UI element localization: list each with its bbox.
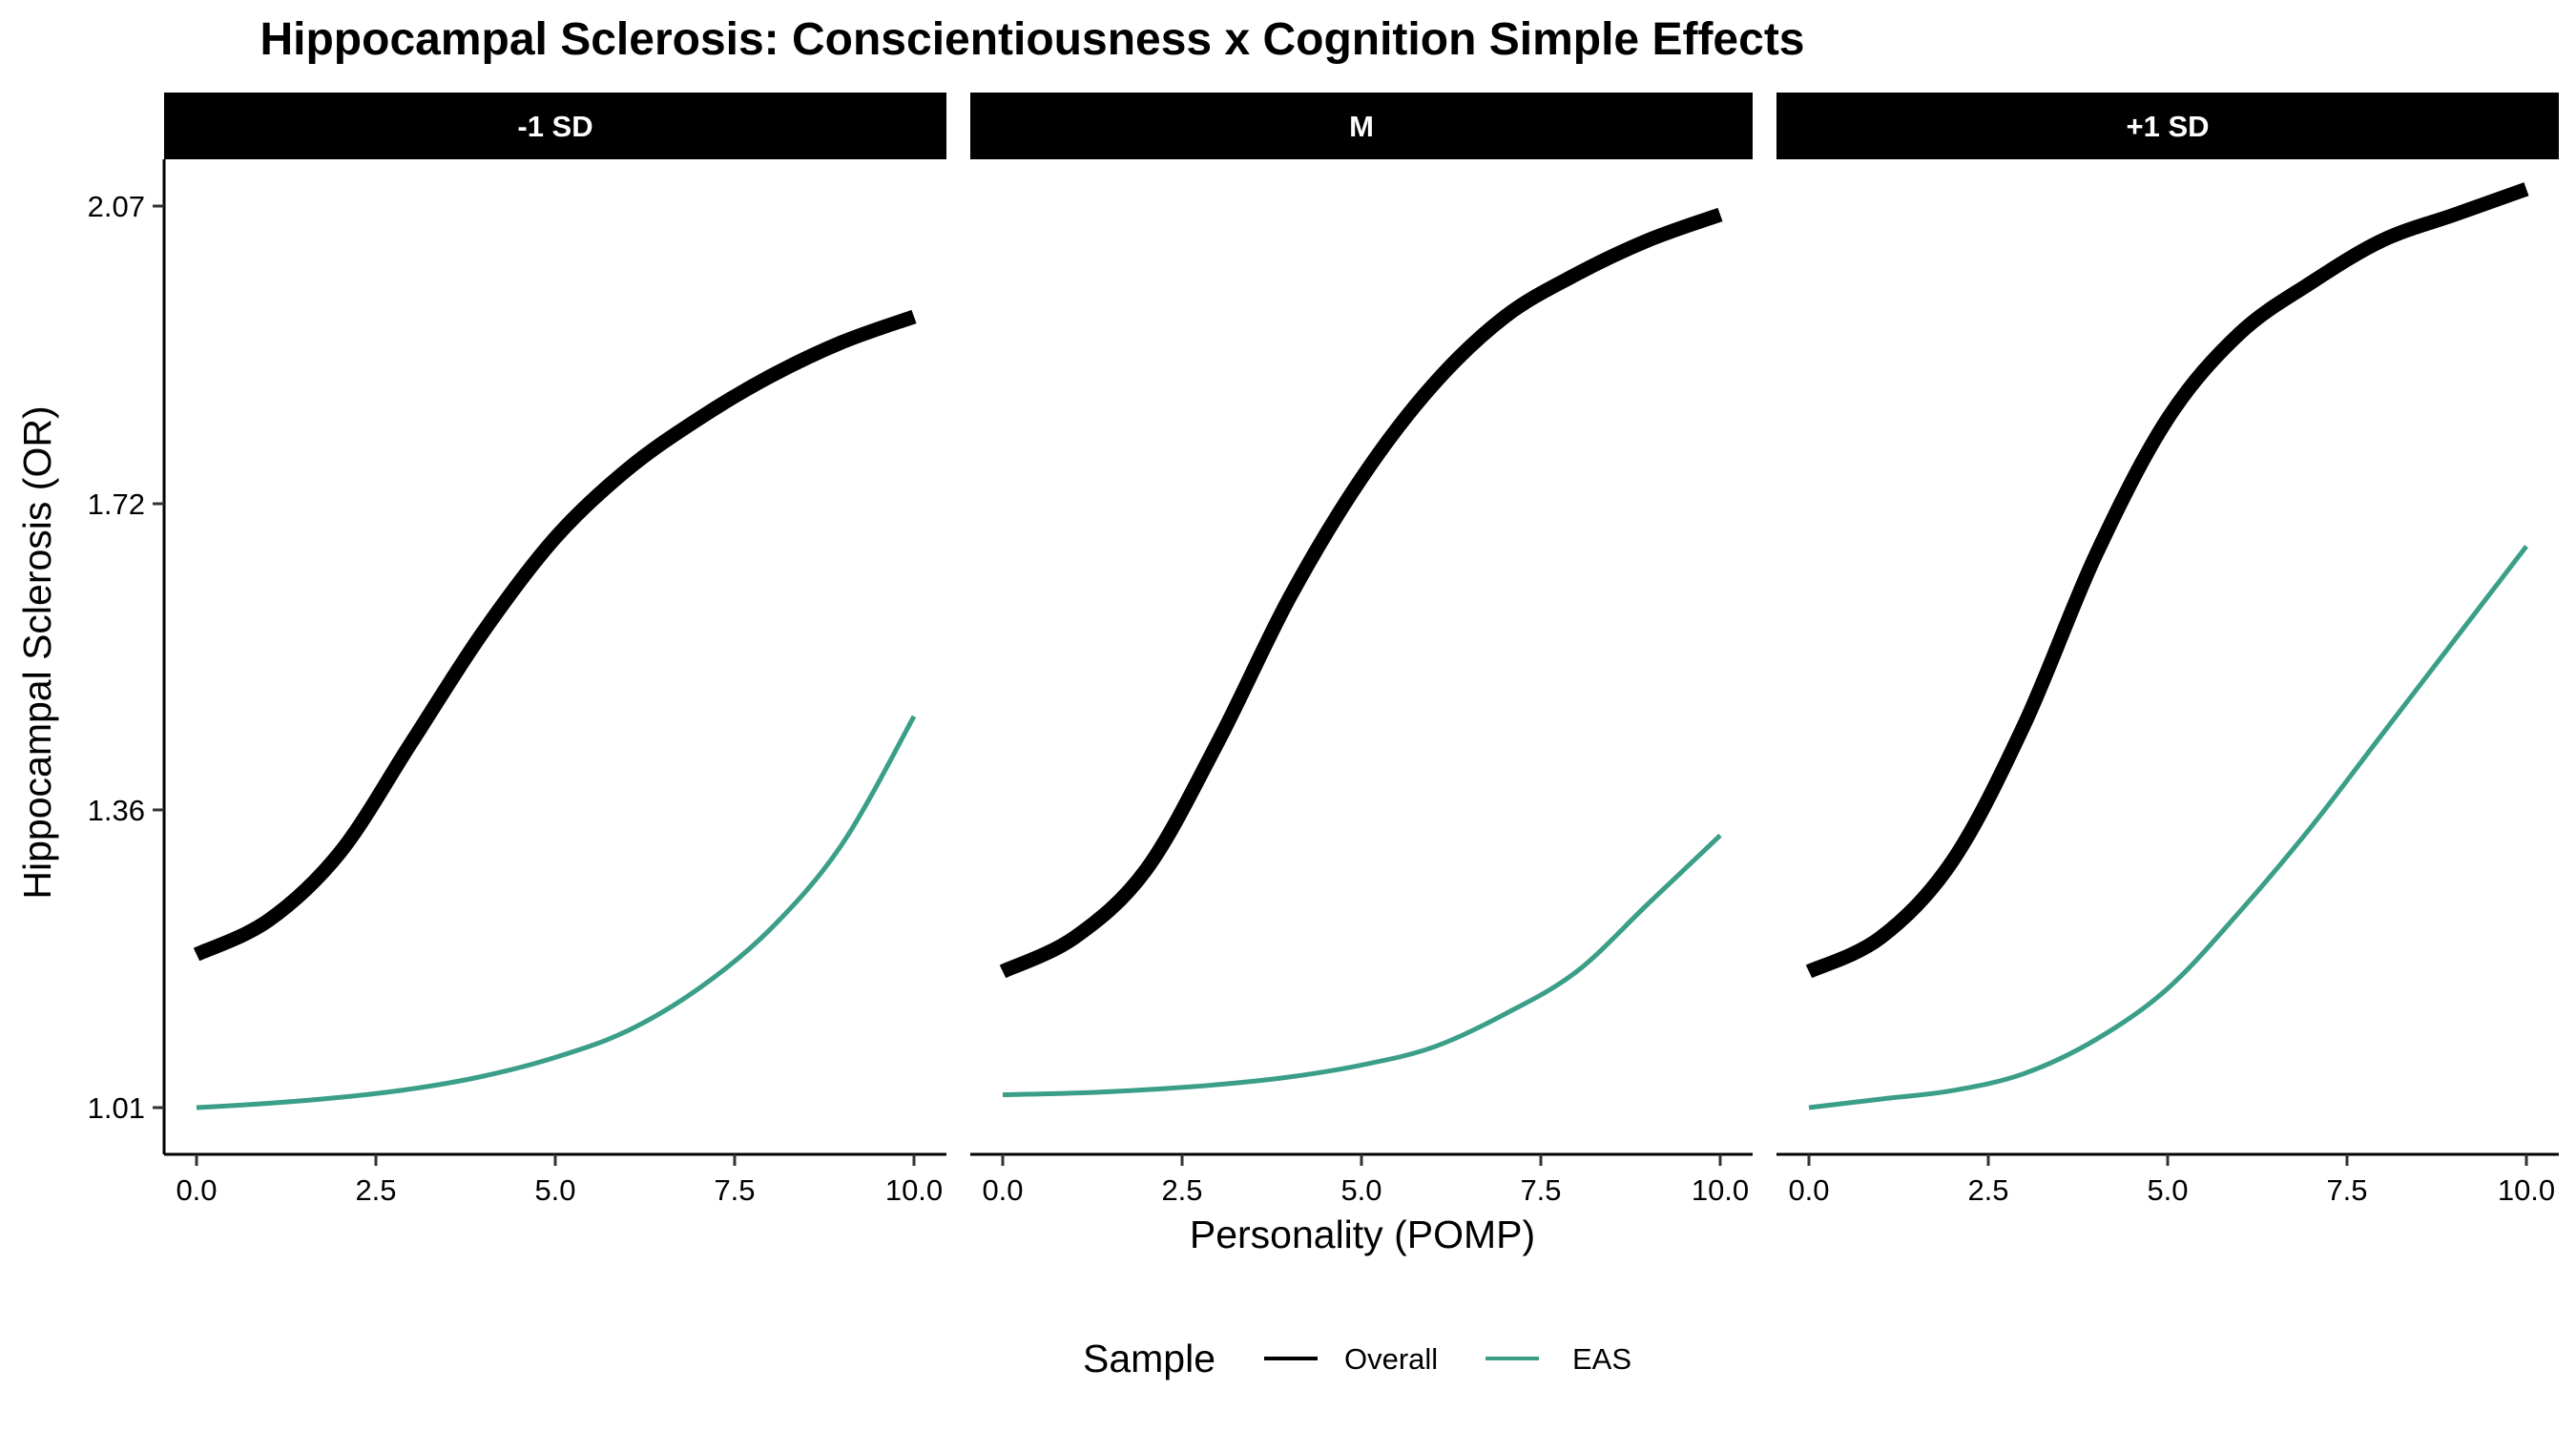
- x-tick-label: 10.0: [1692, 1173, 1749, 1207]
- x-tick-label: 10.0: [2498, 1173, 2555, 1207]
- panels: -1 SD 0.0 2.5 5.0 7.5 10.0 1.01 1.36 1.72 2.07 M 0.…: [88, 93, 2559, 1207]
- series-line-overall: [999, 207, 1723, 979]
- x-tick-label: 2.5: [1967, 1173, 2008, 1207]
- legend-label-overall: Overall: [1344, 1342, 1438, 1376]
- x-tick-label: 2.5: [1161, 1173, 1202, 1207]
- x-tick-label: 0.0: [1788, 1173, 1829, 1207]
- panel-1: M 0.0 2.5 5.0 7.5 10.0: [970, 93, 1753, 1207]
- y-tick-label: 1.01: [88, 1091, 145, 1125]
- x-tick-label: 7.5: [2326, 1173, 2367, 1207]
- panel-strip-label: +1 SD: [2126, 110, 2209, 143]
- x-tick-label: 7.5: [714, 1173, 755, 1207]
- chart-title: Hippocampal Sclerosis: Conscientiousness…: [260, 14, 1804, 65]
- legend: Sample Overall EAS: [1083, 1337, 1631, 1380]
- y-tick-label: 2.07: [88, 190, 145, 223]
- x-tick-label: 2.5: [355, 1173, 396, 1207]
- x-tick-label: 5.0: [1340, 1173, 1381, 1207]
- x-tick-label: 0.0: [982, 1173, 1023, 1207]
- x-tick-label: 10.0: [885, 1173, 943, 1207]
- series-line-eas: [1808, 545, 2528, 1110]
- series-line-eas: [1002, 833, 1722, 1098]
- panel-2: +1 SD 0.0 2.5 5.0 7.5 10.0: [1776, 93, 2559, 1207]
- x-tick-label: 5.0: [534, 1173, 575, 1207]
- x-tick-label: 0.0: [176, 1173, 217, 1207]
- series-line-overall: [1805, 182, 2529, 979]
- x-tick-label: 5.0: [2147, 1173, 2188, 1207]
- x-tick-label: 7.5: [1520, 1173, 1561, 1207]
- series-line-eas: [196, 715, 917, 1110]
- y-tick-label: 1.36: [88, 794, 145, 827]
- panel-strip: [164, 93, 946, 159]
- y-tick-label: 1.72: [88, 487, 145, 521]
- panel-strip: [970, 93, 1753, 159]
- legend-label-eas: EAS: [1572, 1342, 1631, 1376]
- legend-title: Sample: [1083, 1337, 1215, 1380]
- y-axis-title: Hippocampal Sclerosis (OR): [15, 405, 59, 899]
- panel-strip: [1776, 93, 2559, 159]
- series-line-overall: [193, 309, 917, 962]
- panel-strip-label: M: [1349, 110, 1374, 143]
- x-axis-title: Personality (POMP): [1190, 1213, 1535, 1256]
- panel-strip-label: -1 SD: [517, 110, 592, 143]
- panel-0: -1 SD 0.0 2.5 5.0 7.5 10.0 1.01 1.36 1.72 2.07: [88, 93, 946, 1207]
